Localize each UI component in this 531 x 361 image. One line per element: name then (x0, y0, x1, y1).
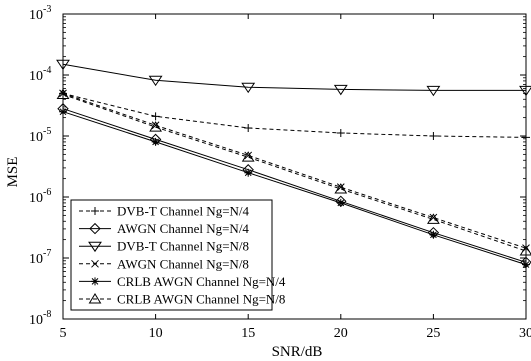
x-tick-label: 30 (519, 326, 531, 341)
triangle-up-marker (241, 151, 255, 162)
plus-marker (336, 128, 345, 137)
y-tick-label: 10 (29, 69, 43, 84)
x-tick-label: 5 (60, 326, 67, 341)
plus-marker (244, 124, 253, 133)
y-axis-label: MSE (5, 157, 21, 188)
series-group (56, 59, 531, 269)
y-tick-exponent: -6 (43, 187, 51, 198)
legend-entry: CRLB AWGN Channel Ng=N/4 (79, 274, 286, 289)
x-marker (91, 259, 99, 268)
x-tick-label: 20 (334, 326, 348, 341)
star-marker (522, 260, 530, 269)
series-line (62, 63, 526, 91)
legend-label: CRLB AWGN Channel Ng=N/4 (117, 274, 286, 289)
legend-label: DVB-T Channel Ng=N/8 (117, 239, 249, 254)
plus-marker (91, 207, 99, 215)
y-tick-exponent: -7 (43, 248, 51, 259)
legend-label: DVB-T Channel Ng=N/4 (117, 204, 250, 219)
legend: DVB-T Channel Ng=N/4 AWGN Channel Ng=N/4 D… (70, 199, 286, 311)
series-5 (59, 107, 530, 269)
star-marker (91, 277, 99, 286)
series-line (62, 108, 527, 263)
triangle-down-marker (56, 59, 70, 71)
plus-marker (522, 133, 530, 142)
y-tick-label: 10 (29, 130, 43, 145)
triangle-down-marker (519, 85, 531, 97)
y-tick-exponent: -8 (43, 309, 51, 320)
triangle-up-marker (56, 88, 70, 99)
y-tick-label: 10 (29, 8, 43, 23)
series-3 (56, 59, 531, 97)
star-marker (59, 107, 67, 116)
triangle-up-marker (149, 121, 162, 132)
y-tick-label: 10 (29, 191, 43, 206)
triangle-down-marker (88, 241, 102, 253)
y-tick-exponent: -3 (43, 4, 51, 15)
x-tick-label: 25 (426, 326, 440, 341)
triangle-down-marker (148, 75, 163, 87)
star-marker (151, 137, 160, 146)
legend-label: AWGN Channel Ng=N/8 (117, 256, 249, 271)
triangle-down-marker (333, 84, 348, 96)
y-tick-exponent: -5 (43, 126, 51, 137)
plus-marker (429, 132, 438, 140)
diamond-marker (89, 222, 101, 235)
series-line (62, 92, 527, 249)
y-tick-exponent: -4 (43, 65, 51, 76)
plot-frame (62, 13, 527, 320)
plus-marker (151, 112, 160, 121)
triangle-up-marker (519, 245, 531, 256)
series-6 (56, 88, 531, 256)
triangle-up-marker (88, 293, 102, 304)
series-line (62, 92, 527, 138)
legend-entry: CRLB AWGN Channel Ng=N/8 (79, 292, 285, 307)
legend-entry: DVB-T Channel Ng=N/4 (79, 204, 250, 219)
triangle-up-marker (427, 213, 440, 224)
triangle-down-marker (241, 82, 256, 94)
legend-entry: DVB-T Channel Ng=N/8 (79, 239, 249, 254)
y-tick-label: 10 (29, 313, 43, 328)
legend-label: AWGN Channel Ng=N/4 (117, 221, 249, 236)
legend-box (70, 199, 273, 311)
star-marker (244, 168, 253, 177)
series-line (62, 93, 527, 252)
star-marker (429, 230, 438, 239)
triangle-up-marker (334, 183, 348, 194)
legend-label: CRLB AWGN Channel Ng=N/8 (117, 292, 285, 307)
triangle-down-marker (426, 85, 441, 97)
series-line (62, 111, 527, 266)
star-marker (336, 198, 345, 207)
legend-entry: AWGN Channel Ng=N/8 (79, 256, 249, 271)
y-tick-label: 10 (29, 252, 43, 267)
legend-entry: AWGN Channel Ng=N/4 (79, 221, 249, 236)
x-tick-label: 10 (149, 326, 163, 341)
x-axis-label: SNR/dB (272, 344, 323, 360)
x-tick-label: 15 (241, 326, 255, 341)
